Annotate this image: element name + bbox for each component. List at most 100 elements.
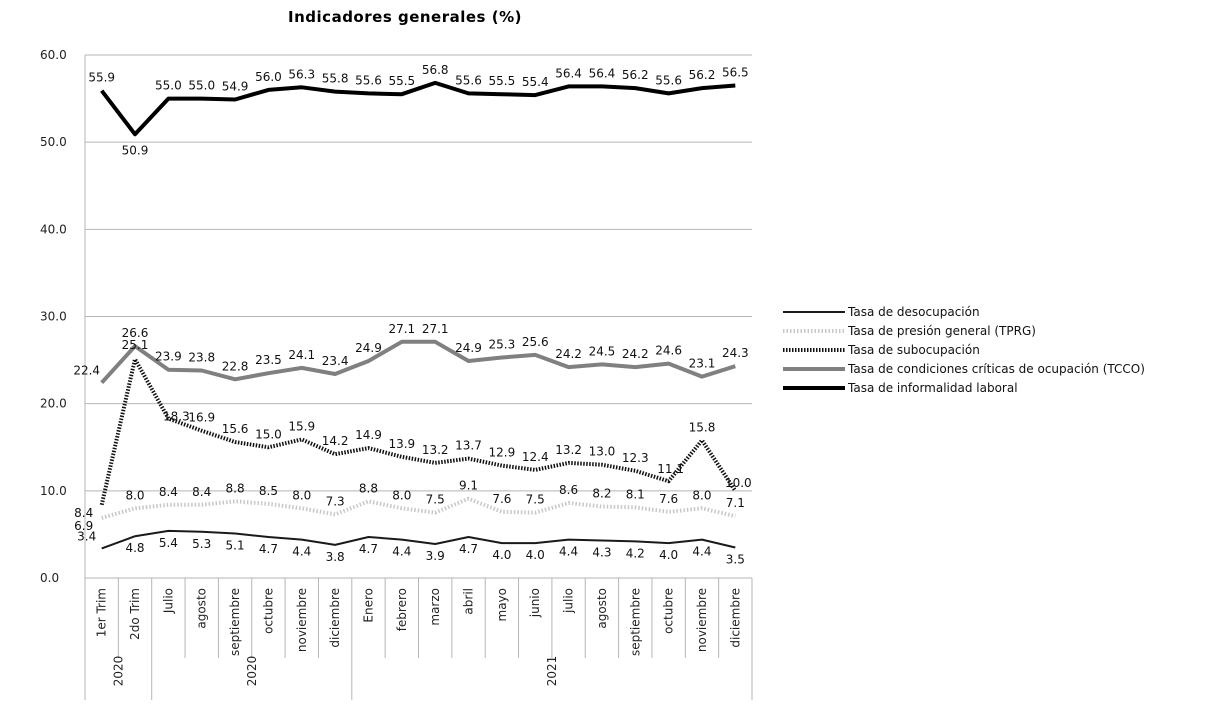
x-category-label: diciembre bbox=[328, 588, 342, 648]
data-label: 22.8 bbox=[222, 359, 249, 373]
y-tick-label: 50.0 bbox=[40, 135, 67, 149]
data-label: 3.8 bbox=[326, 550, 345, 564]
data-label: 6.9 bbox=[74, 519, 93, 533]
data-label: 8.1 bbox=[626, 487, 645, 501]
data-label: 11.1 bbox=[657, 462, 684, 476]
data-label: 55.9 bbox=[88, 71, 115, 85]
data-label: 22.4 bbox=[73, 364, 100, 378]
legend-entry: Tasa de informalidad laboral bbox=[847, 381, 1018, 395]
data-label: 4.0 bbox=[526, 548, 545, 562]
data-label: 4.7 bbox=[459, 542, 478, 556]
year-group-label: 2020 bbox=[245, 656, 259, 687]
series-line-3 bbox=[100, 339, 736, 385]
data-label: 55.5 bbox=[388, 74, 415, 88]
x-category-label: mayo bbox=[495, 588, 509, 622]
series-line-2 bbox=[99, 357, 737, 506]
year-group-label: 2020 bbox=[111, 656, 125, 687]
data-label: 26.6 bbox=[122, 326, 149, 340]
data-label: 4.0 bbox=[492, 548, 511, 562]
data-label: 15.6 bbox=[222, 422, 249, 436]
data-label: 8.8 bbox=[226, 481, 245, 495]
data-label: 15.0 bbox=[255, 427, 282, 441]
data-label: 25.1 bbox=[122, 338, 149, 352]
data-label: 12.9 bbox=[489, 446, 516, 460]
y-tick-label: 20.0 bbox=[40, 397, 67, 411]
data-label: 23.8 bbox=[188, 351, 215, 365]
data-label: 18.3 bbox=[163, 409, 190, 423]
data-label: 7.6 bbox=[492, 492, 511, 506]
data-label: 4.7 bbox=[359, 542, 378, 556]
chart-title: Indicadores generales (%) bbox=[288, 8, 522, 26]
y-tick-label: 10.0 bbox=[40, 484, 67, 498]
data-label: 24.2 bbox=[622, 347, 649, 361]
data-label: 13.2 bbox=[555, 443, 582, 457]
y-tick-label: 60.0 bbox=[40, 48, 67, 62]
data-label: 56.2 bbox=[689, 68, 716, 82]
axis-layer: 0.0 10.0 20.0 30.0 40.0 50.0 60.0 1er Trim 2do T… bbox=[40, 48, 753, 700]
data-label: 55.6 bbox=[455, 73, 482, 87]
data-label: 23.9 bbox=[155, 350, 182, 364]
data-label: 4.0 bbox=[659, 548, 678, 562]
data-label-layer: 3.4 4.8 5.4 5.3 5.1 4.7 4.4 3.8 4.7 4.4 3.9 4.7 4.0 4… bbox=[73, 63, 751, 567]
data-label: 14.9 bbox=[355, 428, 382, 442]
x-category-label: septiembre bbox=[628, 588, 642, 656]
data-label: 10.0 bbox=[725, 476, 752, 490]
series-line-1 bbox=[101, 496, 736, 520]
data-label: 55.6 bbox=[655, 73, 682, 87]
data-label: 3.9 bbox=[426, 549, 445, 563]
data-label: 5.3 bbox=[192, 537, 211, 551]
x-category-label: Enero bbox=[361, 588, 375, 623]
data-label: 8.4 bbox=[159, 485, 178, 499]
data-label: 56.8 bbox=[422, 63, 449, 77]
data-label: 4.4 bbox=[292, 545, 311, 559]
data-label: 55.4 bbox=[522, 75, 549, 89]
data-label: 25.3 bbox=[489, 337, 516, 351]
data-label: 8.8 bbox=[359, 481, 378, 495]
data-label: 7.3 bbox=[326, 494, 345, 508]
data-label: 8.0 bbox=[292, 488, 311, 502]
data-label: 13.9 bbox=[388, 437, 415, 451]
data-label: 55.5 bbox=[489, 74, 516, 88]
data-label: 4.4 bbox=[692, 545, 711, 559]
data-label: 15.8 bbox=[689, 420, 716, 434]
data-label: 4.4 bbox=[392, 545, 411, 559]
data-label: 56.0 bbox=[255, 70, 282, 84]
data-label: 24.3 bbox=[722, 346, 749, 360]
data-label: 13.7 bbox=[455, 439, 482, 453]
data-label: 24.1 bbox=[288, 348, 315, 362]
data-label: 55.6 bbox=[355, 73, 382, 87]
x-category-label: junio bbox=[528, 588, 542, 618]
data-label: 55.0 bbox=[155, 79, 182, 93]
data-label: 8.4 bbox=[192, 485, 211, 499]
data-label: 56.2 bbox=[622, 68, 649, 82]
data-label: 4.7 bbox=[259, 542, 278, 556]
data-label: 8.6 bbox=[559, 483, 578, 497]
x-category-label: septiembre bbox=[228, 588, 242, 656]
series-line-0 bbox=[101, 529, 736, 550]
data-label: 8.0 bbox=[392, 488, 411, 502]
data-label: 56.4 bbox=[555, 66, 582, 80]
data-label: 4.3 bbox=[592, 546, 611, 560]
series-line-4 bbox=[100, 80, 736, 137]
data-label: 55.8 bbox=[322, 72, 349, 86]
data-label: 13.0 bbox=[589, 445, 616, 459]
data-label: 15.9 bbox=[288, 419, 315, 433]
data-label: 24.5 bbox=[589, 344, 616, 358]
data-label: 8.4 bbox=[74, 506, 93, 520]
data-label: 8.0 bbox=[125, 488, 144, 502]
data-label: 55.0 bbox=[188, 79, 215, 93]
data-label: 3.5 bbox=[726, 552, 745, 566]
x-category-label: 2do Trim bbox=[128, 588, 142, 640]
data-label: 5.1 bbox=[226, 539, 245, 553]
y-tick-label: 0.0 bbox=[40, 571, 59, 585]
data-label: 27.1 bbox=[422, 322, 449, 336]
legend-entry: Tasa de presión general (TPRG) bbox=[847, 324, 1036, 338]
data-label: 3.4 bbox=[77, 529, 96, 543]
x-category-label: marzo bbox=[428, 588, 442, 626]
x-category-label: 1er Trim bbox=[95, 588, 109, 637]
data-label: 4.2 bbox=[626, 546, 645, 560]
data-label: 8.0 bbox=[692, 488, 711, 502]
x-category-label: abril bbox=[462, 588, 476, 615]
legend-entry: Tasa de subocupación bbox=[847, 343, 980, 357]
data-label: 14.2 bbox=[322, 434, 349, 448]
